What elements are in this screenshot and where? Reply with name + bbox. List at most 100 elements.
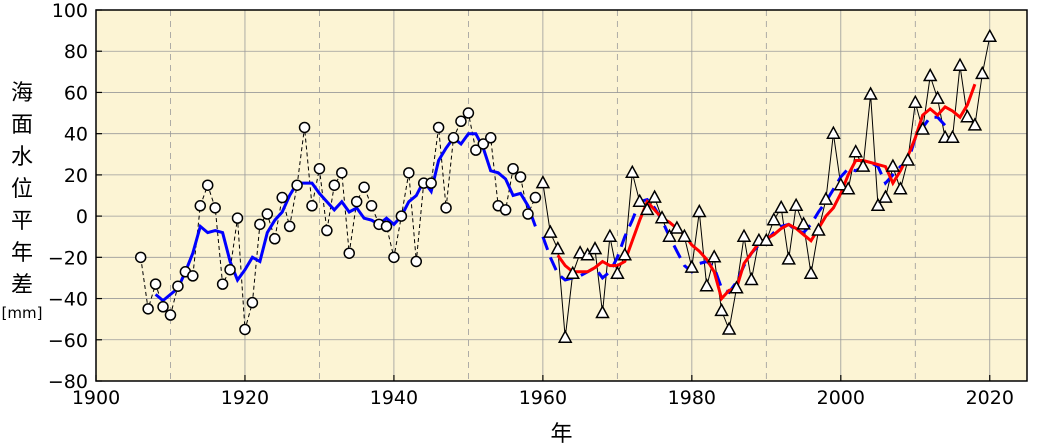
x-tick-label: 1980 [668,387,716,409]
annual-early-point [477,138,490,150]
annual-early-point [350,195,363,208]
annual-early-point [425,177,437,189]
annual-recent-point [960,109,975,123]
tick-layer: −80 −60 −40 −20 0 20 40 60 80 100 1900 1920 1940 1960… [48,0,1014,409]
annual-recent-point [952,57,968,71]
annual-recent-point [744,271,759,286]
annual-recent-point [840,181,856,195]
annual-early-point [358,181,370,194]
y-axis-label-char: 水 [11,145,33,170]
annual-early-point [484,132,497,144]
annual-recent-point [587,241,603,255]
series-layer [134,28,998,343]
annual-recent-point [922,67,938,82]
annual-recent-point [885,158,901,172]
annual-recent-point [595,304,610,319]
annual-recent-point [818,191,834,205]
y-tick-label: 100 [52,0,88,22]
y-axis-unit: [mm] [2,304,43,322]
annual-early-point [187,270,199,282]
annual-recent-point [602,228,618,242]
annual-recent-point [759,232,774,247]
annual-early-point [224,263,236,276]
annual-early-point [499,204,512,216]
annual-recent-point [677,228,692,242]
annual-early-point [172,280,184,292]
annual-early-point [462,107,475,119]
annual-early-point [269,233,281,245]
y-axis-label-char: 平 [11,209,33,234]
y-tick-label: 60 [64,82,88,104]
y-tick-label: 20 [64,165,88,187]
annual-recent-point [930,90,945,104]
annual-early-point [328,179,341,191]
annual-recent-point [543,224,558,238]
annual-recent-point [781,251,796,265]
annual-recent-point [878,189,893,203]
annual-early-point [380,220,393,233]
annual-recent-point [721,321,737,335]
annual-early-point [395,210,408,222]
annual-recent-point [893,181,908,195]
annual-early-point [298,121,311,134]
annual-early-point [336,167,348,179]
annual-early-point [514,171,527,183]
annual-recent-point [788,197,804,212]
plot-frame [95,9,1028,382]
annual-recent-point [617,247,633,261]
x-tick-label: 1920 [221,387,269,409]
annual-early-point [447,132,460,144]
x-tick-label: 1900 [72,387,120,409]
annual-early-point [157,301,169,313]
annual-recent-point [908,94,923,109]
annual-recent-point [833,177,849,191]
annual-early-point [403,167,415,179]
annual-recent-point [610,265,625,280]
annual-early-point [410,255,423,268]
annual-recent-point [773,199,789,214]
x-axis-label: 年 [550,422,572,446]
annual-early-point [522,208,534,220]
annual-recent-point [714,302,729,317]
y-tick-label: 0 [76,206,88,228]
annual-early-point [306,200,318,212]
y-tick-label: −80 [48,371,88,393]
annual-early-point [149,278,162,290]
annual-recent-point [967,117,983,131]
mean-early-line [154,132,537,303]
annual-recent-point [535,175,551,189]
annual-early-point [134,251,147,264]
annual-recent-point [662,228,677,242]
x-tick-label: 2020 [966,387,1014,409]
annual-early-point [201,179,214,191]
annual-early-point [231,212,244,224]
annual-recent-point [975,65,990,80]
annual-recent-point [826,125,841,139]
y-tick-label: −20 [48,247,88,269]
y-tick-label: 40 [64,124,88,146]
y-axis-label-char: 海 [11,81,33,106]
y-tick-label: −60 [48,330,88,352]
y-axis-label-char: 面 [11,113,33,138]
annual-early-point [142,303,154,315]
y-tick-label: −40 [48,289,88,311]
annual-recent-point [572,245,588,259]
annual-recent-point [632,193,647,207]
annual-recent-point [736,228,752,242]
annual-early-point [246,296,259,309]
y-axis-label-char: 位 [11,177,33,202]
annual-early-point [261,208,274,220]
annual-recent-point [550,241,566,255]
annual-recent-point [803,265,819,280]
annual-early-point [291,179,303,191]
annual-recent-point [565,265,580,280]
annual-early-point [365,200,378,212]
annual-early-point [239,323,251,336]
annual-early-point [283,220,296,233]
annual-recent-point [692,203,707,218]
annual-recent-point [684,259,700,273]
y-tick-label: 80 [64,41,88,63]
annual-recent-point [863,86,878,100]
